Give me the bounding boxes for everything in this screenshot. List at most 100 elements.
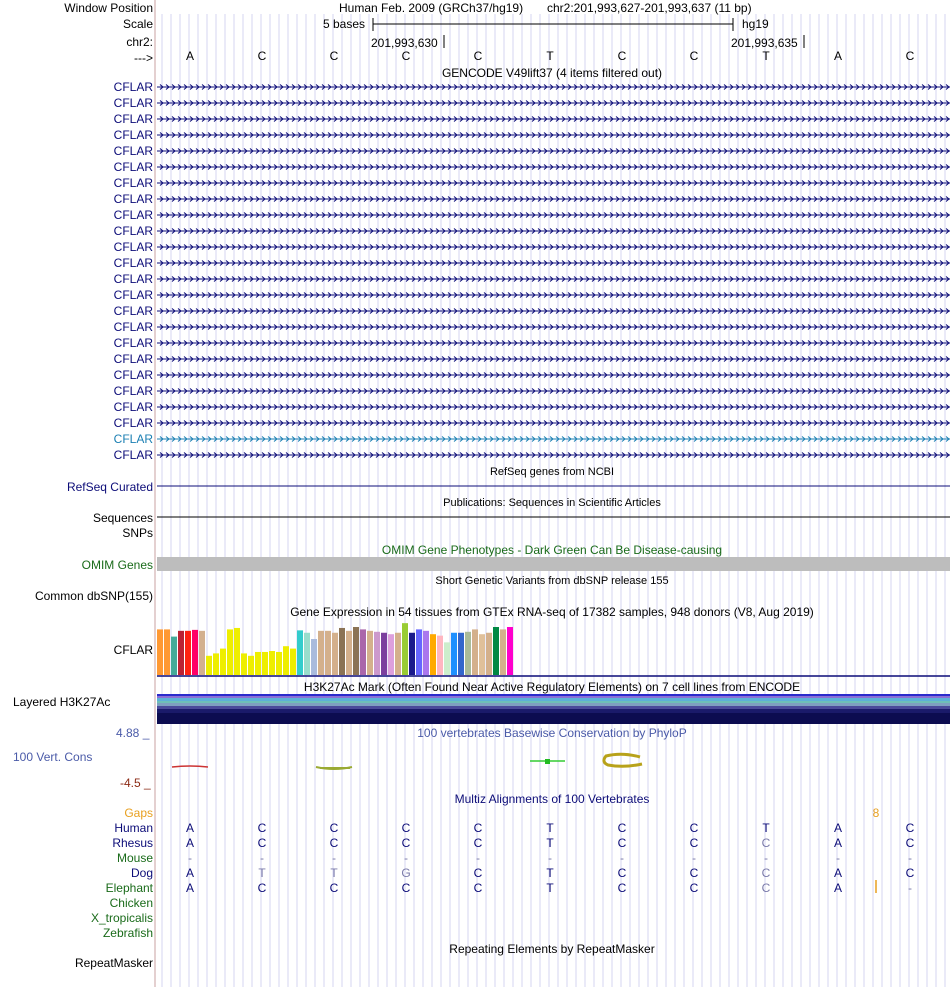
h3k27ac-label[interactable]: Layered H3K27Ac [13, 695, 111, 709]
multiz-base: - [188, 851, 192, 865]
gencode-item-label[interactable]: CFLAR [113, 240, 153, 254]
gtex-bar [297, 630, 303, 675]
multiz-species-label[interactable]: Dog [130, 866, 153, 880]
gtex-bar [339, 627, 345, 675]
multiz-base: - [260, 851, 264, 865]
repeatmasker-label[interactable]: RepeatMasker [74, 956, 153, 970]
publications-label-sequences[interactable]: Sequences [92, 511, 153, 525]
multiz-base: C [473, 836, 483, 850]
phylop-label[interactable]: 100 Vert. Cons [13, 750, 93, 764]
gencode-item-label[interactable]: CFLAR [113, 176, 153, 190]
gencode-item-label[interactable]: CFLAR [113, 112, 153, 126]
gtex-bar [220, 648, 226, 675]
gencode-transcript [157, 180, 950, 186]
chrom-label: chr2: [126, 35, 153, 49]
multiz-species-label[interactable]: Mouse [116, 851, 153, 865]
base-letter: C [905, 49, 915, 63]
multiz-base: C [689, 821, 699, 835]
gtex-bars [157, 623, 513, 675]
position-text: chr2:201,993,627-201,993,637 (11 bp) [547, 1, 752, 15]
multiz-title: Multiz Alignments of 100 Vertebrates [454, 792, 650, 806]
gtex-bar [395, 632, 401, 675]
gencode-item-label[interactable]: CFLAR [113, 128, 153, 142]
gencode-item-label[interactable]: CFLAR [113, 416, 153, 430]
gencode-item-label[interactable]: CFLAR [113, 384, 153, 398]
omim-label[interactable]: OMIM Genes [81, 558, 153, 572]
multiz-base: C [761, 881, 771, 895]
strand-arrows [159, 356, 950, 362]
multiz-base: C [329, 836, 339, 850]
gtex-bar [178, 630, 184, 675]
gencode-item-label[interactable]: CFLAR [113, 448, 153, 462]
base-letter: C [689, 49, 699, 63]
gencode-item-label[interactable]: CFLAR [113, 80, 153, 94]
strand-arrows [159, 324, 950, 330]
h3k27ac-band [157, 698, 950, 701]
multiz-species-label[interactable]: X_tropicalis [90, 911, 153, 925]
multiz-base: G [401, 866, 411, 880]
gtex-bar [388, 634, 394, 675]
strand-arrows [159, 260, 950, 266]
gencode-item-label[interactable]: CFLAR [113, 224, 153, 238]
dbsnp-label[interactable]: Common dbSNP(155) [34, 589, 153, 603]
gencode-item-label[interactable]: CFLAR [113, 432, 153, 446]
gencode-item-label[interactable]: CFLAR [113, 256, 153, 270]
multiz-gaps-count: 8 [872, 806, 880, 820]
refseq-label[interactable]: RefSeq Curated [66, 480, 153, 494]
multiz-species-label[interactable]: Chicken [109, 896, 153, 910]
multiz-base: C [401, 821, 411, 835]
gencode-item-label[interactable]: CFLAR [113, 96, 153, 110]
gtex-bar [423, 630, 429, 675]
gencode-item-label[interactable]: CFLAR [113, 336, 153, 350]
h3k27ac-band [157, 694, 950, 696]
publications-title: Publications: Sequences in Scientific Ar… [443, 497, 661, 509]
gencode-item-label[interactable]: CFLAR [113, 208, 153, 222]
gencode-item-label[interactable]: CFLAR [113, 368, 153, 382]
gencode-item-label[interactable]: CFLAR [113, 400, 153, 414]
multiz-base: C [617, 836, 627, 850]
multiz-base: A [185, 836, 195, 850]
multiz-base: C [617, 821, 627, 835]
base-letter: C [401, 49, 411, 63]
gencode-transcript [157, 212, 950, 218]
gencode-item-label[interactable]: CFLAR [113, 144, 153, 158]
gtex-bar [479, 634, 485, 675]
strand-arrows [159, 132, 950, 138]
omim-bar [157, 557, 950, 571]
multiz-species-label[interactable]: Zebrafish [102, 926, 153, 940]
publications-label-snps[interactable]: SNPs [122, 526, 153, 540]
gencode-item-label[interactable]: CFLAR [113, 160, 153, 174]
gtex-bar [437, 635, 443, 675]
gencode-transcript [157, 356, 950, 362]
gencode-transcript [157, 276, 950, 282]
base-letter: C [617, 49, 627, 63]
multiz-species-label[interactable]: Rhesus [112, 836, 153, 850]
multiz-gaps-label: Gaps [124, 806, 153, 820]
gencode-item-label[interactable]: CFLAR [113, 320, 153, 334]
gtex-label[interactable]: CFLAR [113, 643, 153, 657]
strand-arrows [159, 148, 950, 154]
gencode-item-label[interactable]: CFLAR [113, 304, 153, 318]
multiz-base: A [185, 881, 195, 895]
multiz-species-label[interactable]: Human [114, 821, 153, 835]
gtex-bar [381, 632, 387, 675]
multiz-base: C [905, 866, 915, 880]
multiz-species-label[interactable]: Elephant [105, 881, 153, 895]
multiz-base: T [258, 866, 266, 880]
gencode-item-label[interactable]: CFLAR [113, 288, 153, 302]
gencode-item-label[interactable]: CFLAR [113, 352, 153, 366]
gencode-item-label[interactable]: CFLAR [113, 272, 153, 286]
multiz-base: T [546, 881, 554, 895]
gtex-bar [402, 623, 408, 675]
strand-arrows [159, 84, 950, 90]
multiz-base: - [836, 851, 840, 865]
base-letter: A [833, 49, 843, 63]
db-text: hg19 [742, 17, 769, 31]
gencode-item-label[interactable]: CFLAR [113, 192, 153, 206]
omim-title: OMIM Gene Phenotypes - Dark Green Can Be… [381, 543, 723, 557]
gtex-bar [255, 651, 261, 675]
phylop-mark-low [315, 766, 353, 770]
gtex-bar [500, 629, 506, 675]
gtex-bar [206, 655, 212, 675]
